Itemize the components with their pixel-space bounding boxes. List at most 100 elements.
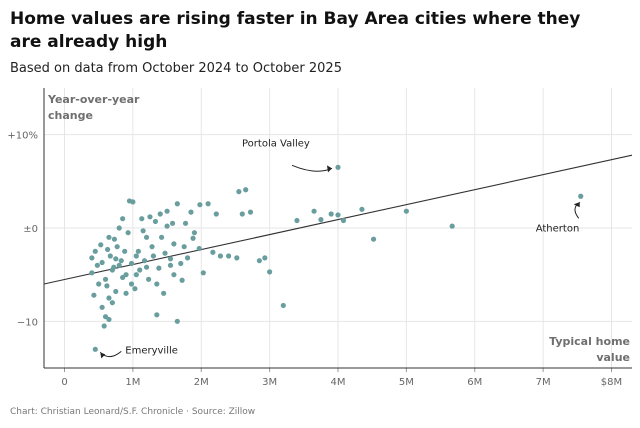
- data-point: [182, 220, 189, 226]
- data-point: [92, 248, 98, 254]
- data-point: [157, 211, 163, 217]
- data-point: [152, 218, 159, 225]
- data-point: [99, 259, 105, 266]
- x-axis-title-line-1: Typical home: [549, 335, 630, 348]
- data-point: [135, 248, 141, 254]
- data-point: [107, 253, 113, 259]
- data-point: [116, 225, 122, 231]
- y-tick-label: ±0: [23, 224, 38, 235]
- annotation-arrow: [291, 164, 333, 172]
- annotation-label: Atherton: [536, 223, 580, 234]
- x-axis-ticks: 0 1M 2M 3M 4M 5M 6M 7M $8M: [61, 368, 622, 388]
- data-point: [164, 223, 170, 229]
- y-tick-label: −10: [17, 317, 38, 328]
- data-point: [370, 236, 377, 242]
- data-point: [126, 198, 133, 204]
- data-point: [280, 302, 286, 309]
- data-point: [449, 223, 455, 229]
- data-point: [96, 281, 102, 287]
- data-point: [188, 209, 194, 215]
- data-point: [200, 270, 206, 276]
- data-point: [169, 220, 176, 226]
- data-point: [128, 281, 135, 287]
- axes: [43, 88, 632, 369]
- data-point: [210, 249, 216, 255]
- data-point: [335, 164, 341, 170]
- data-point: [128, 260, 135, 267]
- data-point: [335, 212, 341, 218]
- data-point: [294, 217, 300, 224]
- data-point: [133, 253, 139, 259]
- data-point: [89, 255, 95, 261]
- annotation-label: Portola Valley: [242, 138, 310, 149]
- data-point: [191, 230, 198, 236]
- x-tick-label: 5M: [399, 377, 414, 388]
- data-point: [578, 193, 584, 199]
- annotations: Portola Valley Atherton Emeryville: [99, 138, 581, 359]
- data-point: [109, 300, 115, 306]
- data-point: [91, 292, 97, 298]
- trendline-group: [43, 154, 633, 285]
- data-point: [247, 209, 254, 215]
- data-point: [167, 262, 174, 268]
- annotation-arrowhead: [573, 202, 580, 208]
- data-point: [140, 228, 146, 234]
- data-point: [104, 283, 110, 289]
- data-point: [111, 236, 118, 242]
- data-point: [167, 256, 174, 262]
- data-point: [133, 272, 139, 278]
- data-point: [102, 276, 109, 282]
- data-point: [239, 211, 245, 217]
- data-point: [217, 253, 223, 259]
- data-point: [171, 272, 177, 278]
- data-point: [111, 264, 117, 270]
- data-point: [118, 258, 124, 264]
- data-point: [106, 234, 112, 240]
- annotation-label: Emeryville: [125, 345, 178, 356]
- data-point: [146, 276, 152, 282]
- data-point: [89, 270, 95, 276]
- data-point: [116, 262, 122, 268]
- data-point: [197, 202, 203, 208]
- data-point: [104, 246, 111, 253]
- data-point: [159, 234, 165, 240]
- data-point: [234, 255, 240, 261]
- trendline: [43, 154, 633, 285]
- data-point: [178, 260, 184, 267]
- data-point: [143, 234, 150, 240]
- data-point: [179, 277, 185, 283]
- data-point: [164, 208, 170, 214]
- data-point: [123, 290, 129, 296]
- data-point: [181, 244, 187, 250]
- data-point: [120, 274, 126, 281]
- data-point: [113, 288, 119, 295]
- data-point: [139, 216, 145, 222]
- data-point: [190, 235, 196, 241]
- data-point: [141, 258, 148, 264]
- data-point: [340, 217, 347, 224]
- data-point: [256, 258, 262, 264]
- data-point: [161, 290, 167, 296]
- data-point: [113, 256, 119, 262]
- data-point: [184, 255, 191, 261]
- chart-credit: Chart: Christian Leonard/S.F. Chronicle …: [10, 407, 256, 417]
- data-point: [122, 248, 128, 254]
- data-point: [92, 346, 98, 352]
- data-point: [236, 189, 242, 195]
- data-point: [94, 262, 100, 268]
- y-axis-ticks: +10% ±0 −10: [7, 131, 38, 329]
- data-point: [147, 214, 153, 220]
- data-point: [213, 211, 219, 217]
- data-point: [403, 208, 409, 214]
- data-point: [106, 316, 112, 323]
- data-point: [114, 244, 120, 250]
- data-point: [150, 253, 156, 259]
- data-point: [262, 255, 268, 261]
- data-point: [154, 281, 160, 287]
- data-point: [174, 318, 180, 324]
- data-point: [318, 217, 324, 223]
- chart-title: Home values are rising faster in Bay Are…: [10, 9, 581, 52]
- data-point: [98, 242, 104, 248]
- x-tick-label: 4M: [331, 377, 346, 388]
- x-tick-label: 6M: [467, 377, 482, 388]
